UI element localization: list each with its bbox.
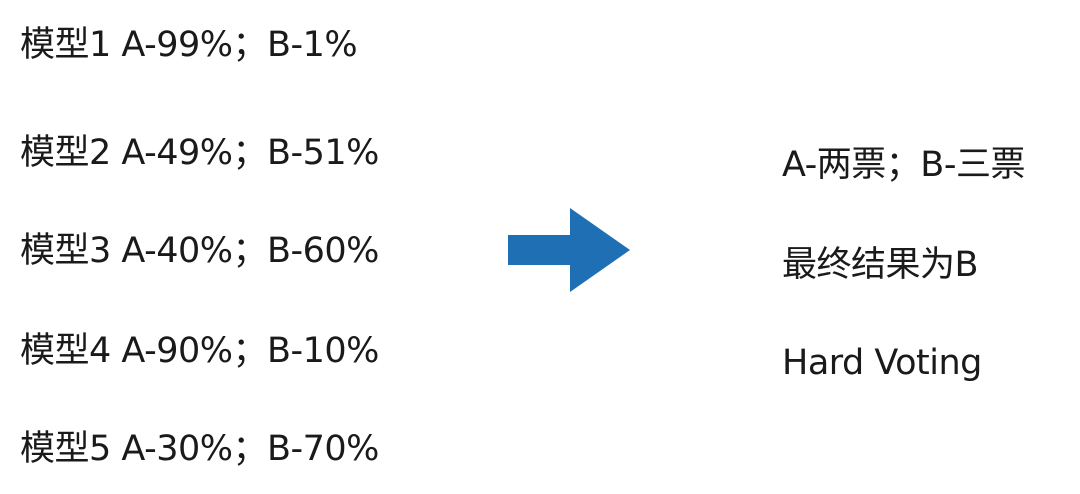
model-4-result: 模型4 A-90%；B-10% [20, 331, 379, 371]
model-2-result: 模型2 A-49%；B-51% [20, 133, 379, 173]
vote-count: A-两票；B-三票 [782, 145, 1025, 185]
model-1-result: 模型1 A-99%；B-1% [20, 25, 358, 65]
method-label: Hard Voting [782, 343, 982, 383]
model-3-result: 模型3 A-40%；B-60% [20, 231, 379, 271]
model-5-result: 模型5 A-30%；B-70% [20, 429, 379, 469]
right-arrow-icon [508, 208, 630, 292]
final-result: 最终结果为B [782, 245, 979, 285]
